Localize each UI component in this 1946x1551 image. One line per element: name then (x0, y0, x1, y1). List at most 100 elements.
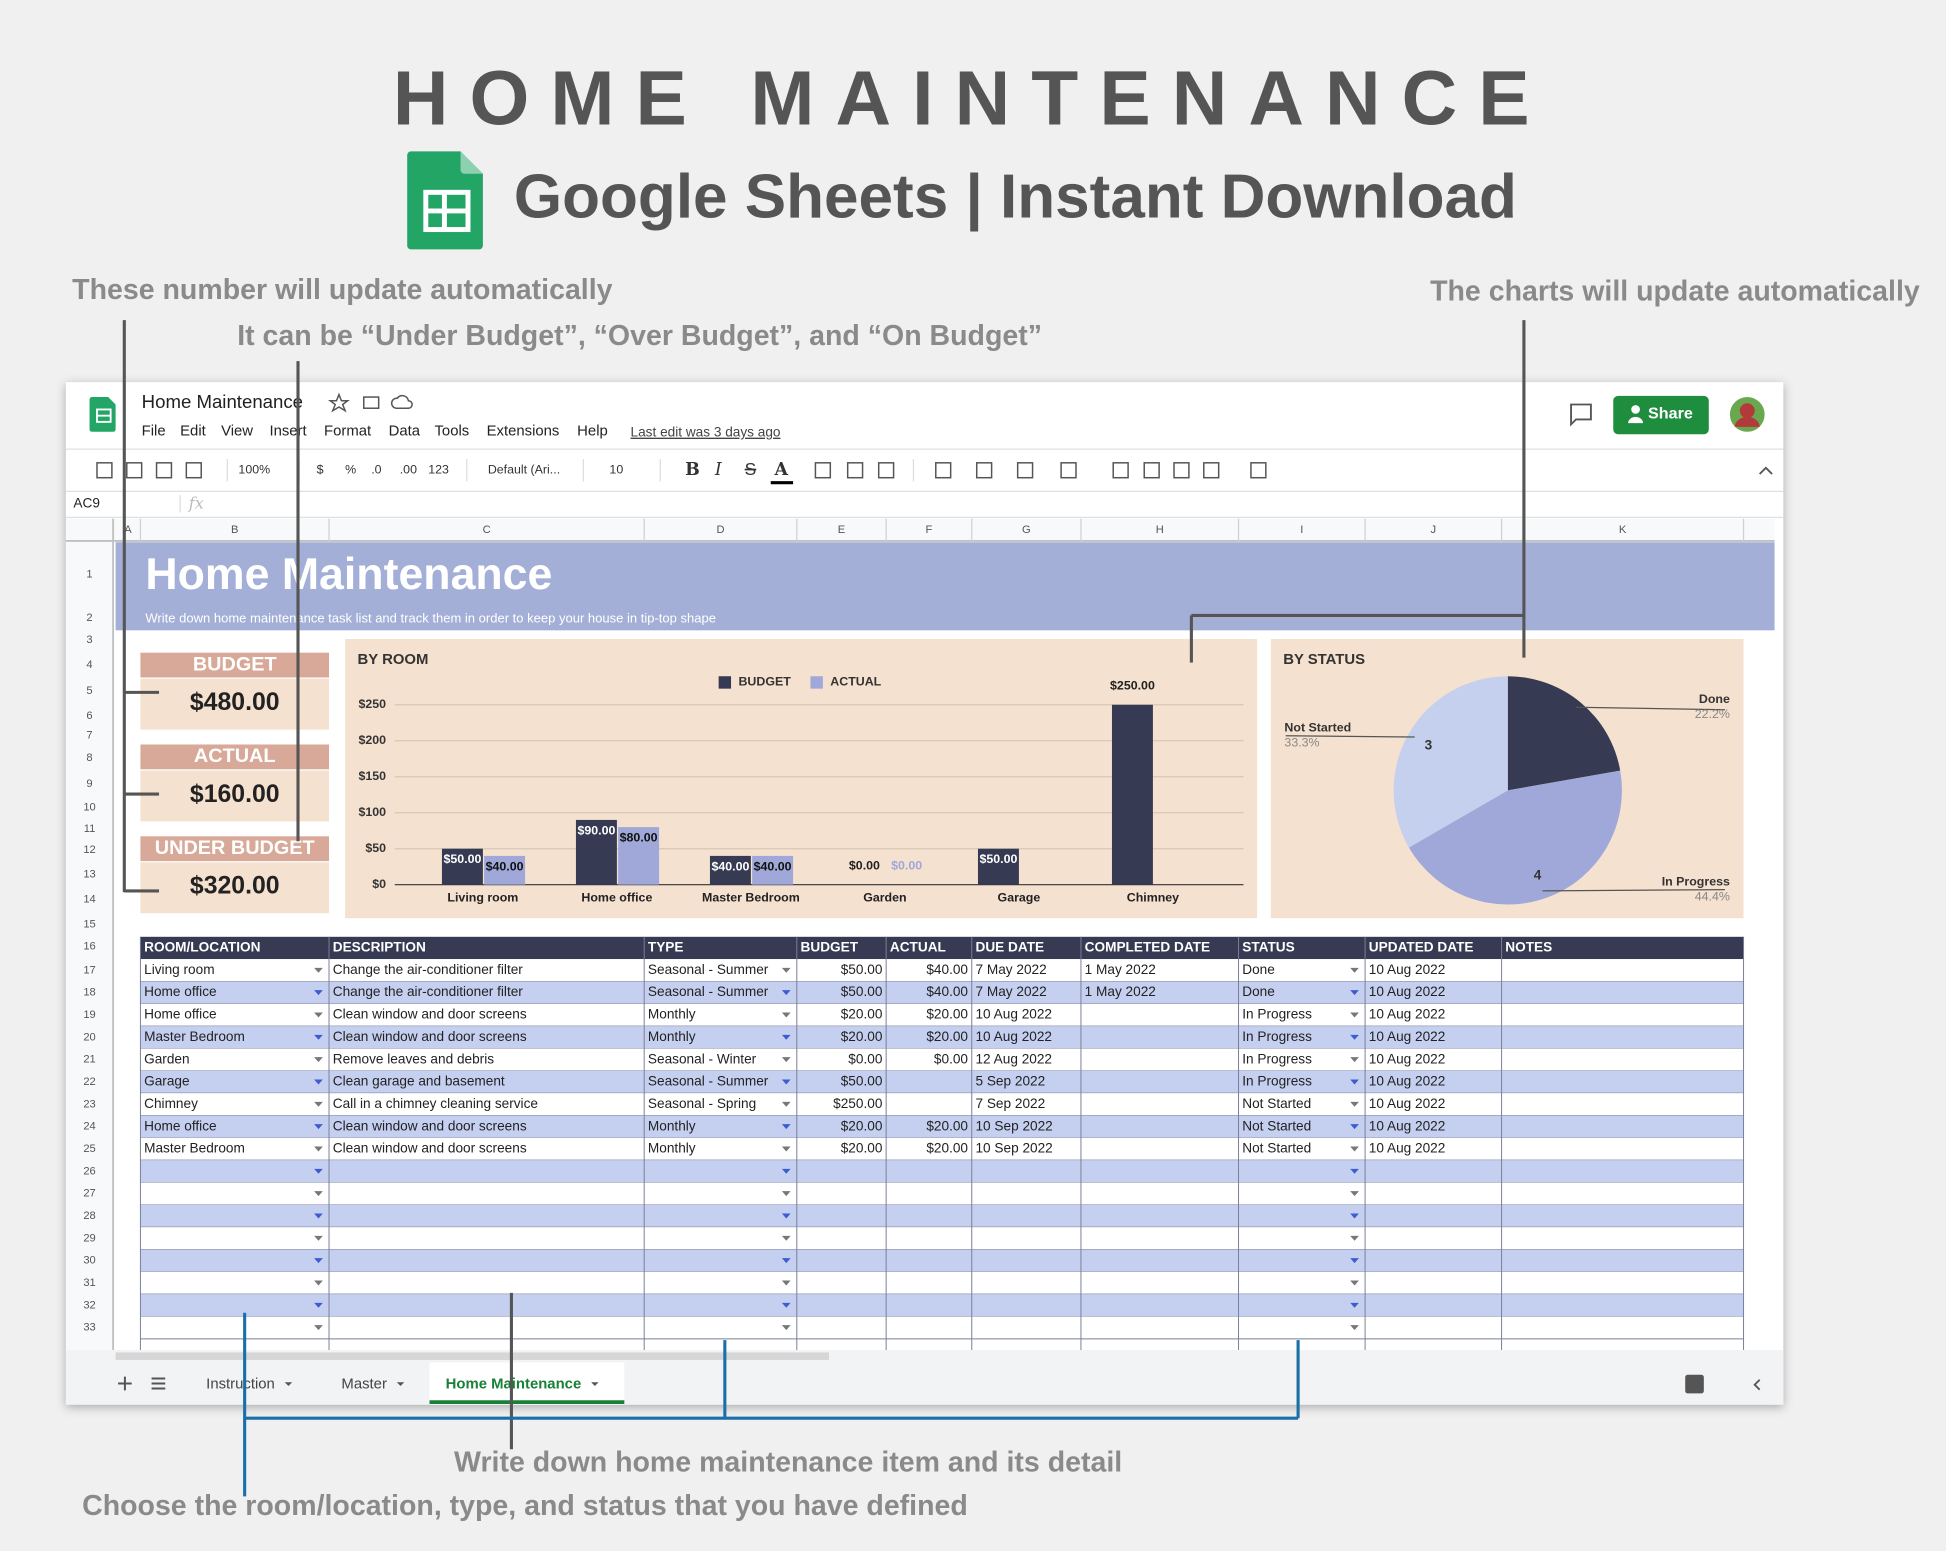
dropdown-arrow[interactable] (781, 1258, 791, 1264)
dropdown-arrow[interactable] (781, 1146, 791, 1152)
dropdown-arrow[interactable] (314, 1191, 323, 1197)
toolbar-icon[interactable] (1250, 462, 1267, 479)
dropdown-arrow[interactable] (314, 967, 323, 973)
app-logo[interactable] (89, 397, 116, 432)
dropdown-arrow[interactable] (1350, 1280, 1359, 1286)
toolbar-item[interactable]: I (714, 460, 723, 480)
toolbar-item[interactable]: B (685, 460, 700, 480)
dropdown-arrow[interactable] (1350, 1325, 1359, 1331)
toolbar-item[interactable]: S (745, 459, 757, 479)
dropdown-arrow[interactable] (1350, 1146, 1359, 1152)
toolbar-item[interactable]: .00 (400, 463, 417, 477)
toolbar-icon[interactable] (814, 462, 832, 479)
menu-item[interactable]: Tools (434, 424, 469, 440)
dropdown-arrow[interactable] (781, 967, 791, 973)
dropdown-arrow[interactable] (1350, 1235, 1359, 1241)
toolbar-item[interactable]: $ (317, 463, 324, 477)
avatar[interactable] (1729, 397, 1765, 432)
toolbar-item[interactable]: A (773, 460, 788, 480)
add-sheet[interactable] (118, 1376, 132, 1391)
dropdown-arrow[interactable] (1350, 1124, 1359, 1130)
menu-item[interactable]: Format (324, 424, 372, 440)
dropdown-arrow[interactable] (314, 1124, 323, 1130)
dropdown-arrow[interactable] (1350, 1213, 1359, 1219)
menu-item[interactable]: View (221, 424, 253, 440)
menu-item[interactable]: Extensions (487, 424, 560, 440)
dropdown-arrow[interactable] (1350, 1302, 1359, 1308)
dropdown-arrow[interactable] (1350, 990, 1359, 996)
dropdown-arrow[interactable] (314, 1280, 323, 1286)
dropdown-arrow[interactable] (1350, 1168, 1359, 1174)
toolbar-icon[interactable] (185, 462, 202, 479)
dropdown-arrow[interactable] (781, 990, 791, 996)
collapse-arrow[interactable] (1753, 1379, 1761, 1391)
dropdown-arrow[interactable] (314, 1012, 323, 1018)
toolbar-icon[interactable] (1173, 462, 1190, 479)
dropdown-arrow[interactable] (314, 1079, 323, 1085)
menu-item[interactable]: Edit (180, 424, 206, 440)
toolbar-item[interactable]: .0 (371, 463, 381, 477)
toolbar-icon[interactable] (1143, 462, 1160, 479)
toolbar-icon[interactable] (935, 462, 952, 479)
toolbar-item[interactable]: 100% (238, 463, 270, 477)
toolbar-icon[interactable] (1203, 462, 1220, 479)
toolbar-icon[interactable] (126, 462, 143, 479)
dropdown-arrow[interactable] (781, 1057, 791, 1063)
dropdown-arrow[interactable] (781, 1168, 791, 1174)
toolbar-icon[interactable] (1112, 462, 1129, 479)
dropdown-arrow[interactable] (781, 1124, 791, 1130)
dropdown-arrow[interactable] (781, 1302, 791, 1308)
dropdown-arrow[interactable] (314, 1146, 323, 1152)
toolbar-icon[interactable] (846, 462, 864, 479)
dropdown-arrow[interactable] (1350, 1101, 1359, 1107)
dropdown-arrow[interactable] (1350, 1258, 1359, 1264)
dropdown-arrow[interactable] (1350, 967, 1359, 973)
toolbar-icon[interactable] (877, 462, 895, 479)
dropdown-arrow[interactable] (1350, 1057, 1359, 1063)
toolbar-icon[interactable] (155, 462, 173, 479)
toolbar-item[interactable]: 123 (428, 463, 449, 477)
menu-item[interactable]: Help (577, 424, 608, 440)
sheet-tab[interactable]: Instruction (206, 1377, 275, 1393)
menu-item[interactable]: Data (389, 424, 421, 440)
dropdown-arrow[interactable] (314, 1325, 323, 1331)
dropdown-arrow[interactable] (781, 1235, 791, 1241)
dropdown-arrow[interactable] (1350, 1034, 1359, 1040)
toolbar-icon[interactable] (1060, 462, 1077, 479)
dropdown-arrow[interactable] (781, 1325, 791, 1331)
dropdown-arrow[interactable] (314, 1168, 323, 1174)
dropdown-arrow[interactable] (1350, 1079, 1359, 1085)
dropdown-arrow[interactable] (781, 1034, 791, 1040)
sheet-tab[interactable]: Master (341, 1377, 387, 1393)
dropdown-arrow[interactable] (1350, 1191, 1359, 1197)
dropdown-arrow[interactable] (314, 990, 323, 996)
menu-item[interactable]: File (142, 424, 166, 440)
dropdown-arrow[interactable] (314, 1057, 323, 1063)
dropdown-arrow[interactable] (314, 1034, 323, 1040)
toolbar-icon[interactable] (975, 462, 993, 479)
dropdown-arrow[interactable] (781, 1012, 791, 1018)
comment-icon[interactable] (1570, 403, 1592, 427)
dropdown-arrow[interactable] (314, 1213, 323, 1219)
toolbar-item[interactable]: Default (Ari... (488, 463, 560, 477)
dropdown-arrow[interactable] (781, 1101, 791, 1107)
sheet-list[interactable] (151, 1377, 166, 1390)
sheet-tab[interactable]: Home Maintenance (446, 1377, 582, 1393)
menu-item[interactable]: Insert (269, 424, 307, 440)
dropdown-arrow[interactable] (781, 1213, 791, 1219)
dropdown-arrow[interactable] (781, 1079, 791, 1085)
dropdown-arrow[interactable] (314, 1302, 323, 1308)
dropdown-arrow[interactable] (314, 1258, 323, 1264)
dropdown-arrow[interactable] (314, 1101, 323, 1107)
dropdown-arrow[interactable] (1350, 1012, 1359, 1018)
toolbar-icon[interactable] (1016, 462, 1034, 479)
toolbar-icon[interactable] (96, 462, 113, 479)
doc-icons[interactable] (328, 392, 413, 413)
dropdown-arrow[interactable] (781, 1280, 791, 1286)
share-button[interactable] (1613, 395, 1709, 435)
toolbar-item[interactable]: % (345, 463, 356, 477)
dropdown-arrow[interactable] (314, 1235, 323, 1241)
explore-button[interactable] (1685, 1374, 1704, 1394)
dropdown-arrow[interactable] (781, 1191, 791, 1197)
toolbar-item[interactable]: 10 (609, 463, 623, 477)
